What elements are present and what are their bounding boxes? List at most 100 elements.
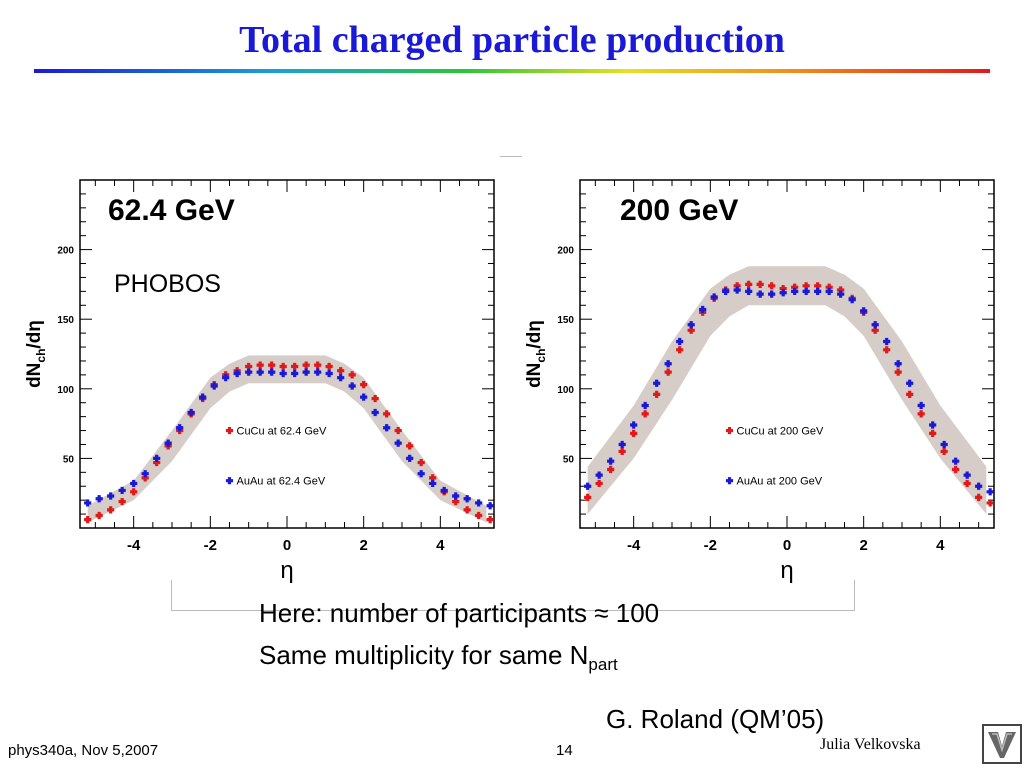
- data-point-auau: [756, 290, 764, 298]
- data-point-auau: [118, 486, 126, 495]
- x-tick-label: -2: [204, 537, 217, 554]
- data-point-auau: [940, 440, 948, 449]
- data-point-cucu: [986, 499, 994, 507]
- data-point-auau: [95, 495, 103, 503]
- data-point-cucu: [394, 426, 402, 435]
- note-line-2-main: Same multiplicity for same N: [259, 640, 589, 670]
- page-number: 14: [556, 742, 573, 759]
- legend-label: CuCu at 200 GeV: [737, 426, 824, 438]
- data-point-auau: [929, 421, 937, 429]
- legend-label: AuAu at 200 GeV: [737, 476, 823, 488]
- x-axis-label: η: [780, 557, 793, 584]
- data-point-cucu: [95, 511, 103, 520]
- data-point-cucu: [906, 390, 914, 398]
- y-tick-label: 200: [57, 246, 74, 257]
- data-point-cucu: [733, 282, 741, 290]
- data-point-auau: [952, 457, 960, 465]
- data-point-cucu: [256, 361, 264, 369]
- data-point-auau: [268, 368, 276, 376]
- data-point-auau: [176, 424, 184, 432]
- data-point-auau: [963, 471, 971, 479]
- x-tick-label: 0: [783, 537, 791, 554]
- data-point-auau: [986, 488, 994, 496]
- university-logo: [982, 724, 1022, 764]
- data-point-cucu: [745, 280, 753, 288]
- energy-label: 200 GeV: [620, 194, 738, 227]
- data-point-cucu: [768, 282, 776, 290]
- data-point-auau: [848, 296, 856, 304]
- y-axis-label-tail: /dη: [24, 320, 45, 349]
- systematic-band: [587, 266, 987, 515]
- data-point-auau: [595, 471, 603, 479]
- data-point-auau: [825, 287, 833, 295]
- data-point-auau: [871, 321, 879, 329]
- data-point-cucu: [302, 361, 310, 369]
- y-tick-label: 50: [63, 454, 75, 465]
- data-point-cucu: [940, 447, 948, 456]
- data-point-auau: [337, 374, 345, 382]
- data-point-auau: [291, 369, 299, 378]
- data-point-auau: [676, 337, 684, 346]
- data-point-auau: [906, 379, 914, 387]
- data-point-auau: [584, 482, 592, 490]
- data-point-cucu: [107, 506, 115, 514]
- title-rule: [34, 69, 990, 73]
- data-point-cucu: [452, 497, 460, 506]
- y-tick-label: 150: [57, 315, 74, 326]
- data-point-auau: [452, 492, 460, 500]
- y-axis-label: dNch/dη: [24, 320, 48, 388]
- data-point-cucu: [475, 511, 483, 520]
- data-point-auau: [618, 440, 626, 449]
- y-axis-label: dNch/dη: [524, 320, 548, 388]
- y-tick-label: 200: [557, 246, 574, 257]
- chart-62gev: 50 100 150 200 -4 -2 0 2 4 η dNch/dη CuCu at 62.4 G…: [24, 172, 504, 592]
- data-point-cucu: [429, 474, 437, 482]
- data-point-cucu: [791, 283, 799, 291]
- data-point-cucu: [406, 442, 414, 450]
- data-point-auau: [130, 479, 138, 488]
- data-point-auau: [245, 368, 253, 376]
- data-point-cucu: [279, 362, 287, 371]
- y-axis-label-tail: /dη: [524, 320, 545, 349]
- data-point-auau: [779, 289, 787, 297]
- decorative-dash: [500, 156, 522, 157]
- data-point-auau: [791, 287, 799, 295]
- data-point-cucu: [825, 283, 833, 291]
- data-point-cucu: [756, 280, 764, 288]
- callout-bracket: [171, 580, 855, 611]
- data-point-auau: [641, 401, 649, 410]
- data-point-cucu: [814, 282, 822, 290]
- data-point-auau: [463, 495, 471, 503]
- x-tick-label: -2: [704, 537, 717, 554]
- data-point-auau: [256, 368, 264, 376]
- data-point-cucu: [84, 516, 92, 524]
- data-point-auau: [429, 479, 437, 488]
- data-point-cucu: [837, 286, 845, 294]
- legend-marker: [725, 426, 734, 435]
- y-tick-label: 50: [563, 454, 575, 465]
- data-point-cucu: [486, 516, 494, 524]
- data-point-cucu: [607, 465, 615, 474]
- systematic-band: [87, 355, 487, 523]
- data-point-cucu: [360, 381, 368, 389]
- data-point-auau: [199, 393, 207, 401]
- data-point-auau: [710, 293, 718, 301]
- data-point-cucu: [130, 488, 138, 496]
- data-point-cucu: [929, 429, 937, 437]
- data-point-cucu: [314, 361, 322, 369]
- data-point-auau: [348, 382, 356, 390]
- experiment-label: PHOBOS: [114, 270, 221, 298]
- data-point-auau: [699, 305, 707, 314]
- data-point-auau: [233, 369, 241, 378]
- chart-62gev-svg: 50 100 150 200 -4 -2 0 2 4 η dNch/dη CuCu at 62.4 G…: [24, 179, 495, 584]
- chart-200gev: 50 100 150 200 -4 -2 0 2 4 η dNch/dη CuCu at 200 Ge…: [524, 172, 1004, 592]
- data-point-auau: [222, 374, 230, 382]
- data-point-cucu: [268, 361, 276, 369]
- y-tick-label: 150: [557, 315, 574, 326]
- credit: G. Roland (QM’05): [606, 704, 825, 734]
- data-point-auau: [153, 454, 161, 462]
- note-line-2-sub: part: [588, 655, 618, 675]
- data-point-auau: [883, 337, 891, 346]
- data-point-auau: [107, 492, 115, 500]
- x-tick-label: -4: [127, 537, 141, 554]
